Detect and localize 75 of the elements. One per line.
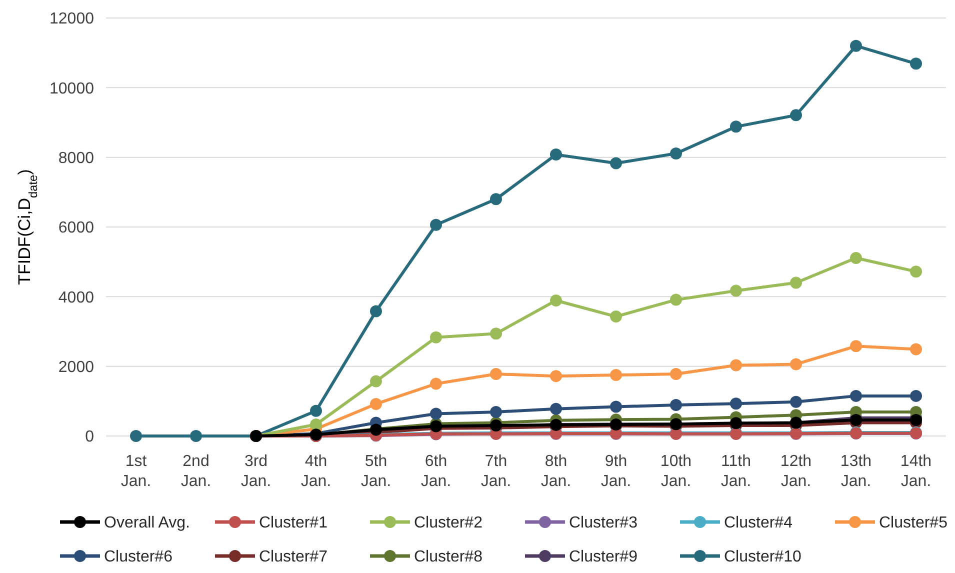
point bbox=[550, 148, 562, 161]
point bbox=[550, 402, 562, 415]
point bbox=[310, 418, 322, 431]
point bbox=[370, 305, 382, 318]
point bbox=[610, 157, 622, 170]
point bbox=[550, 294, 562, 306]
point bbox=[490, 368, 502, 380]
x-tick-label: 7th Jan. bbox=[480, 453, 512, 490]
point bbox=[850, 40, 862, 52]
point bbox=[610, 369, 622, 382]
legend-label: Cluster#3 bbox=[569, 514, 638, 532]
y-tick-label: 8000 bbox=[58, 150, 94, 167]
point bbox=[790, 358, 802, 370]
point bbox=[730, 398, 742, 410]
point bbox=[490, 328, 502, 340]
point bbox=[430, 218, 442, 231]
y-tick-label: 10000 bbox=[50, 80, 94, 98]
x-tick-label: 1st Jan. bbox=[120, 453, 152, 490]
point bbox=[850, 252, 862, 264]
point bbox=[670, 294, 682, 306]
legend-label: Cluster#10 bbox=[724, 548, 802, 566]
y-tick-label: 0 bbox=[85, 428, 94, 446]
point bbox=[910, 266, 922, 278]
point bbox=[430, 408, 442, 420]
point bbox=[190, 430, 202, 442]
legend-label: Cluster#7 bbox=[259, 548, 328, 566]
x-tick-label: 11th Jan. bbox=[720, 453, 752, 490]
point bbox=[430, 331, 442, 344]
legend-label: Cluster#2 bbox=[414, 514, 483, 532]
y-tick-label: 4000 bbox=[58, 289, 94, 306]
point bbox=[730, 359, 742, 372]
point bbox=[730, 284, 742, 297]
x-tick-label: 4th Jan. bbox=[300, 453, 332, 490]
x-tick-label: 3rd Jan. bbox=[240, 453, 272, 490]
legend-label: Cluster#1 bbox=[259, 514, 328, 532]
y-tick-label: 2000 bbox=[58, 358, 94, 376]
legend-label: Cluster#8 bbox=[414, 548, 483, 566]
point bbox=[550, 370, 562, 382]
point bbox=[790, 276, 802, 289]
legend-label: Cluster#4 bbox=[724, 514, 793, 532]
point bbox=[370, 375, 382, 388]
x-tick-label: 9th Jan. bbox=[600, 453, 632, 490]
x-tick-label: 14th Jan. bbox=[900, 453, 932, 490]
point bbox=[850, 390, 862, 402]
x-tick-label: 13th Jan. bbox=[840, 453, 872, 490]
point bbox=[850, 340, 862, 352]
point bbox=[610, 400, 622, 413]
x-tick-label: 8th Jan. bbox=[540, 453, 572, 490]
point bbox=[610, 310, 622, 323]
x-tick-label: 12th Jan. bbox=[780, 453, 812, 490]
point bbox=[790, 396, 802, 408]
point bbox=[430, 378, 442, 390]
point bbox=[130, 430, 142, 442]
legend-label: Cluster#6 bbox=[104, 548, 173, 566]
point bbox=[490, 193, 502, 206]
x-tick-label: 10th Jan. bbox=[660, 453, 692, 490]
point bbox=[730, 120, 742, 133]
y-tick-label: 6000 bbox=[58, 220, 94, 237]
point bbox=[310, 404, 322, 417]
point bbox=[670, 148, 682, 160]
x-tick-label: 6th Jan. bbox=[420, 453, 452, 490]
point bbox=[670, 399, 682, 411]
legend-label: Overall Avg. bbox=[104, 514, 190, 532]
x-tick-label: 5th Jan. bbox=[360, 453, 392, 490]
point bbox=[910, 58, 922, 70]
legend-label: Cluster#9 bbox=[569, 548, 638, 566]
point bbox=[670, 368, 682, 380]
x-tick-label: 2nd Jan. bbox=[180, 453, 212, 490]
point bbox=[910, 390, 922, 402]
point bbox=[790, 109, 802, 122]
point bbox=[370, 398, 382, 410]
legend-label: Cluster#5 bbox=[879, 514, 948, 532]
y-tick-label: 12000 bbox=[50, 10, 94, 28]
point bbox=[490, 406, 502, 418]
point bbox=[910, 343, 922, 356]
